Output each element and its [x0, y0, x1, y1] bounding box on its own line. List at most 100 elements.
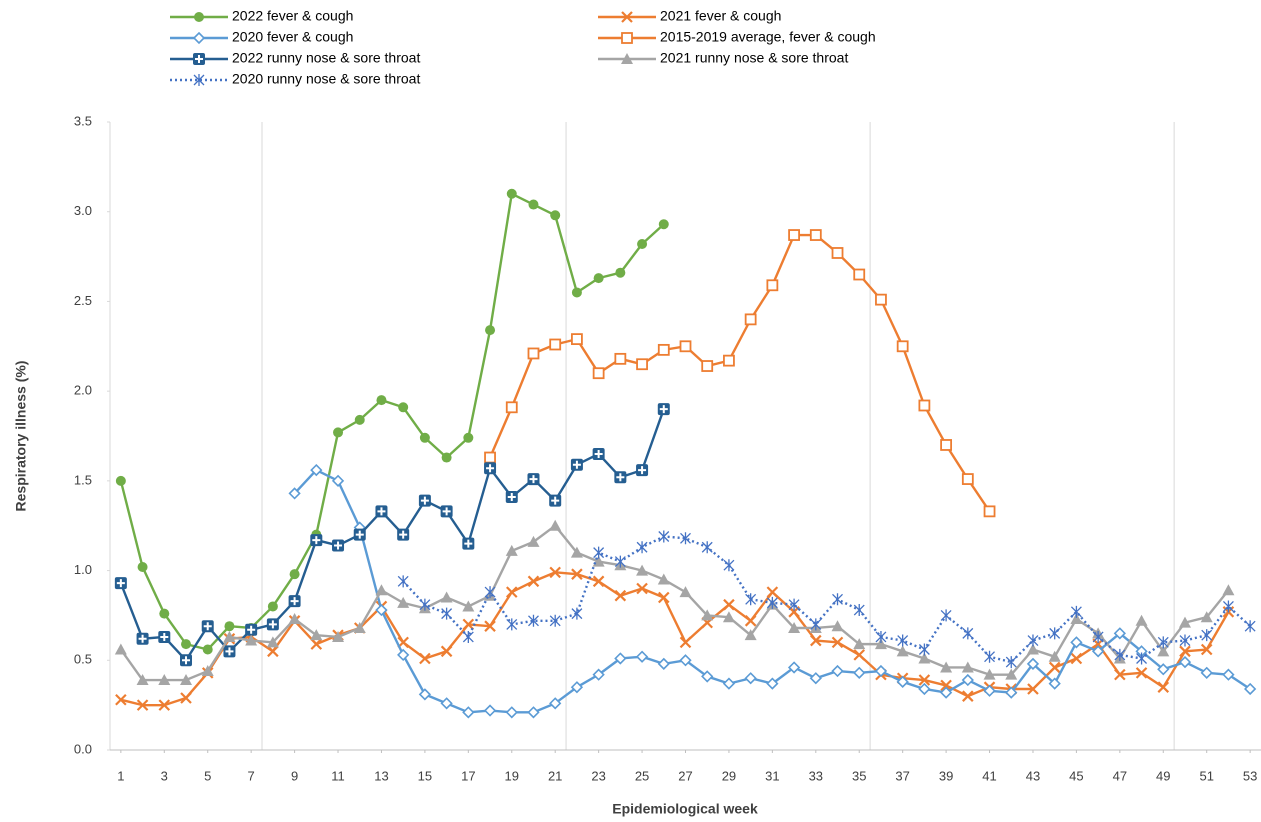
marker [419, 598, 431, 611]
marker-part [810, 634, 822, 647]
marker-part [1070, 636, 1083, 649]
marker [245, 623, 258, 636]
marker-part [636, 582, 648, 595]
marker [527, 535, 540, 547]
marker-part [701, 360, 714, 372]
marker [983, 668, 996, 680]
marker-part [1113, 627, 1126, 640]
marker-part [332, 630, 345, 642]
marker-part [1005, 656, 1017, 669]
marker [701, 360, 714, 372]
marker [723, 354, 735, 367]
marker-part [334, 541, 343, 550]
marker [658, 219, 669, 230]
marker [621, 11, 633, 23]
marker [1135, 667, 1148, 679]
marker-part [1092, 630, 1104, 643]
x-tick-label: 37 [895, 768, 909, 783]
marker-part [268, 620, 277, 629]
marker [832, 593, 843, 606]
marker-part [918, 652, 931, 664]
marker [657, 657, 670, 671]
marker-part [333, 427, 344, 438]
marker [658, 591, 670, 604]
marker-part [592, 575, 605, 588]
marker-part [679, 636, 692, 649]
marker [875, 293, 887, 306]
marker [897, 634, 909, 647]
marker-part [766, 586, 779, 598]
marker-part [288, 613, 301, 625]
marker-part [940, 679, 952, 692]
marker-part [182, 656, 191, 665]
marker-part [202, 644, 213, 655]
marker [636, 464, 649, 477]
marker [194, 12, 204, 22]
marker-part [1027, 683, 1039, 695]
marker [1179, 645, 1191, 658]
marker [940, 609, 952, 622]
marker-part [1114, 648, 1126, 661]
marker [831, 664, 844, 678]
marker-part [136, 699, 149, 711]
marker [939, 686, 953, 699]
marker-part [918, 399, 931, 412]
marker-part [1005, 668, 1018, 680]
marker-part [874, 664, 888, 678]
x-tick-label: 9 [291, 768, 298, 783]
marker [1070, 636, 1083, 649]
marker-part [116, 579, 125, 588]
marker [353, 621, 366, 633]
marker-part [462, 630, 474, 643]
marker [1070, 652, 1083, 665]
marker [1244, 682, 1257, 696]
marker-part [962, 627, 974, 640]
marker-part [659, 405, 668, 414]
series-line [120, 571, 1230, 707]
marker-part [918, 682, 931, 696]
marker-part [484, 620, 496, 632]
marker-part [853, 666, 866, 679]
marker [180, 692, 192, 704]
marker [549, 614, 561, 627]
marker-part [1135, 614, 1148, 626]
marker-part [831, 664, 844, 678]
marker-part [788, 621, 801, 633]
marker [505, 706, 518, 719]
marker [615, 267, 626, 278]
marker-part [1157, 681, 1170, 693]
marker-part [766, 279, 779, 292]
marker-part [571, 607, 583, 620]
marker-part [614, 352, 627, 365]
marker-part [875, 630, 887, 643]
marker [158, 674, 171, 686]
marker-part [679, 654, 692, 667]
marker [193, 53, 205, 65]
marker [940, 439, 953, 451]
marker-part [593, 546, 605, 559]
marker [506, 618, 518, 631]
marker-part [310, 463, 323, 477]
marker [1200, 666, 1213, 679]
y-tick-label: 0.5 [74, 652, 92, 667]
marker [570, 458, 583, 471]
marker-part [1049, 627, 1061, 640]
marker-part [896, 675, 909, 688]
marker-part [961, 661, 974, 673]
marker-part [614, 589, 627, 602]
marker-part [158, 674, 171, 686]
marker [722, 611, 735, 623]
marker-part [192, 31, 206, 45]
marker [201, 665, 214, 677]
legend-label: 2021 runny nose & sore throat [660, 50, 848, 66]
marker-part [419, 598, 431, 611]
marker-part [527, 347, 540, 360]
marker-part [875, 293, 887, 306]
x-tick-label: 11 [331, 768, 345, 783]
marker [1092, 630, 1104, 643]
marker-part [809, 672, 822, 685]
legend-label: 2021 fever & cough [660, 8, 781, 24]
marker [679, 340, 692, 353]
x-tick-label: 25 [635, 768, 649, 783]
marker [636, 358, 648, 371]
